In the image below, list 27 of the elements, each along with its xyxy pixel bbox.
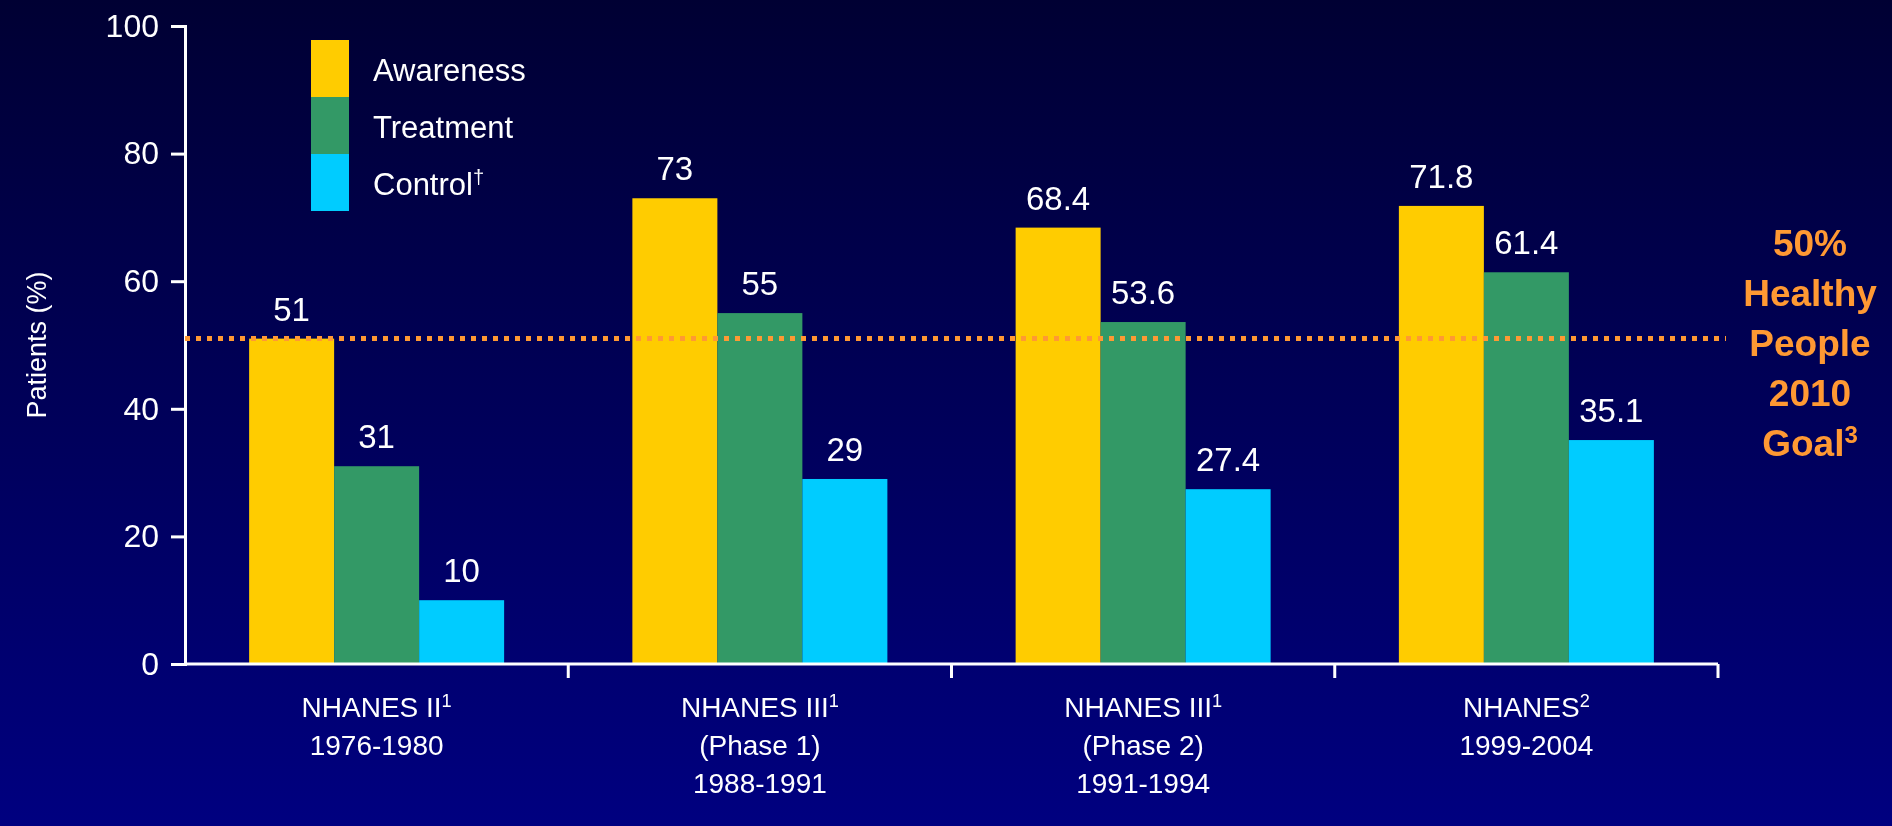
data-label: 71.8 bbox=[1409, 157, 1474, 195]
y-tick-label: 100 bbox=[105, 7, 159, 44]
data-label: 55 bbox=[741, 265, 779, 303]
data-label: 51 bbox=[273, 290, 310, 328]
data-label: 61.4 bbox=[1494, 224, 1559, 262]
data-label: 31 bbox=[358, 418, 395, 456]
x-tick-label: NHANES III$^{1}$ (Phase 2) 1991-1994 bbox=[1064, 691, 1223, 799]
data-label: 10 bbox=[443, 552, 480, 590]
x-tick-label: NHANES III$^{1}$ (Phase 1) 1988-1991 bbox=[680, 691, 839, 799]
data-label: 29 bbox=[826, 430, 864, 468]
ref-line-label: 50% Healthy People 2010 Goal$^{3}$ bbox=[1743, 222, 1878, 464]
legend-label: Control$^{†}$ bbox=[373, 166, 485, 202]
y-tick-label: 60 bbox=[123, 262, 159, 299]
y-tick-label: 80 bbox=[123, 135, 159, 172]
y-tick-label: 0 bbox=[141, 645, 159, 682]
y-tick-label: 20 bbox=[123, 518, 159, 555]
y-tick-label: 40 bbox=[123, 390, 159, 427]
x-tick-label: NHANES$^{2}$ 1999-2004 bbox=[1459, 691, 1594, 761]
legend-label: Treatment bbox=[373, 110, 514, 145]
y-axis-title: Patients (%) bbox=[22, 271, 52, 419]
data-label: 27.4 bbox=[1196, 441, 1261, 479]
x-tick-label: NHANES II$^{1}$ 1976-1980 bbox=[301, 691, 452, 761]
data-label: 68.4 bbox=[1026, 179, 1091, 217]
legend-label: Awareness bbox=[373, 53, 526, 88]
data-label: 35.1 bbox=[1579, 392, 1644, 430]
data-label: 53.6 bbox=[1111, 274, 1176, 312]
data-label: 73 bbox=[656, 150, 694, 188]
